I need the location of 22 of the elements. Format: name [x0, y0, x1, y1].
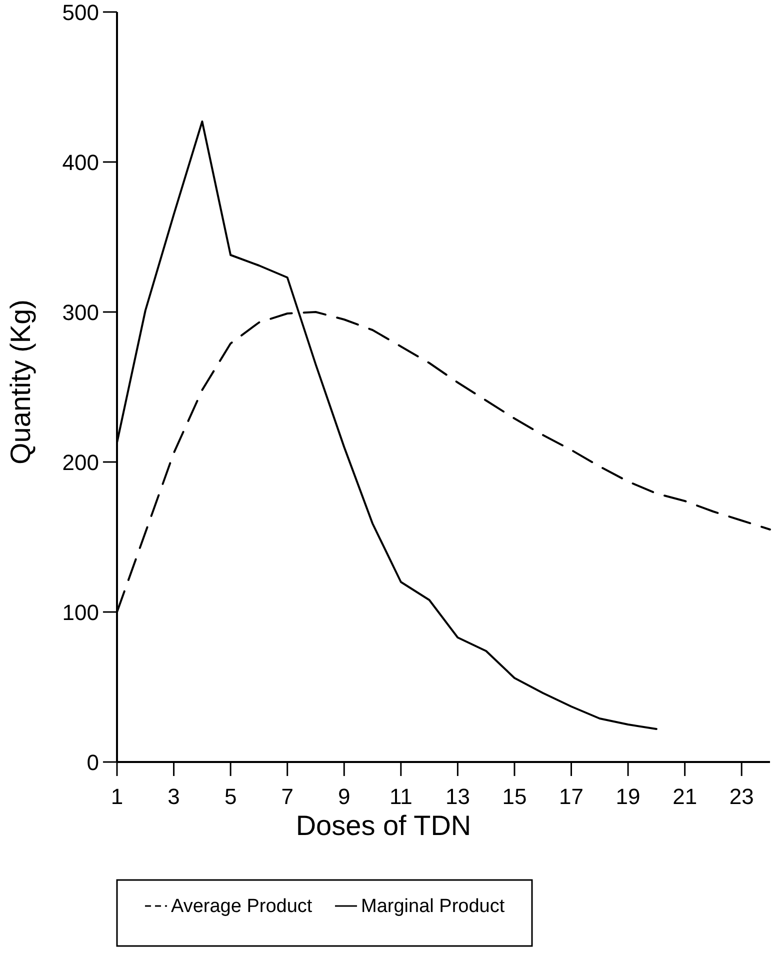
- legend-label: Marginal Product: [361, 896, 506, 917]
- x-tick-label: 23: [729, 784, 754, 809]
- legend-label: Average Product: [171, 896, 313, 917]
- y-axis-title: Quantity (Kg): [5, 300, 36, 464]
- x-axis-title: Doses of TDN: [296, 810, 472, 841]
- x-tick-label: 17: [559, 784, 584, 809]
- x-tick-label: 7: [281, 784, 294, 809]
- x-tick-label: 5: [224, 784, 237, 809]
- x-tick-label: 13: [445, 784, 470, 809]
- y-tick-label: 200: [62, 450, 99, 475]
- x-tick-label: 19: [616, 784, 640, 809]
- y-tick-label: 500: [62, 0, 99, 25]
- x-tick-label: 3: [168, 784, 180, 809]
- y-tick-label: 100: [62, 600, 99, 625]
- x-tick-label: 1: [110, 784, 124, 809]
- x-tick-label: 9: [338, 784, 350, 809]
- x-tick-label: 15: [502, 784, 527, 809]
- y-tick-label: 0: [86, 750, 99, 775]
- y-tick-label: 300: [62, 300, 99, 325]
- x-tick-label: 21: [672, 784, 698, 809]
- y-tick-label: 400: [62, 150, 99, 175]
- x-tick-label: 11: [389, 784, 412, 809]
